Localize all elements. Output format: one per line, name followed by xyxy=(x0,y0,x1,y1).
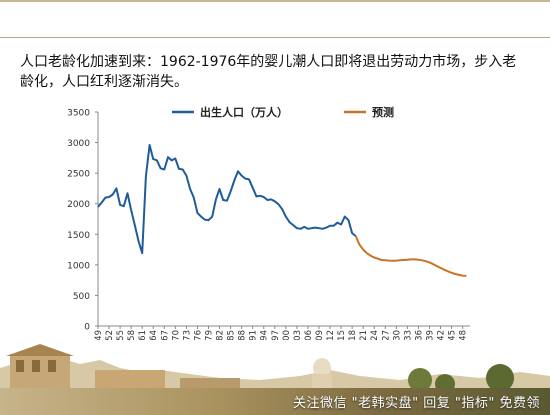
x-tick-label: 1961 xyxy=(138,330,148,340)
x-tick-label: 1952 xyxy=(105,330,115,340)
y-tick-label: 0 xyxy=(84,323,90,333)
x-tick-label: 1970 xyxy=(171,330,181,340)
x-tick-label: 2000 xyxy=(282,330,292,340)
header-divider xyxy=(0,37,550,38)
x-tick-label: 2003 xyxy=(293,330,303,340)
footer-caption: 关注微信 "老韩实盘" 回复 "指标" 免费领 xyxy=(293,396,540,411)
x-tick-label: 2033 xyxy=(403,330,413,340)
x-tick-label: 1955 xyxy=(116,330,126,340)
y-tick-label: 2000 xyxy=(67,200,90,210)
top-accent-bar xyxy=(0,0,550,2)
x-tick-label: 1994 xyxy=(260,330,270,340)
y-tick-label: 1500 xyxy=(67,231,90,241)
x-tick-label: 1985 xyxy=(227,330,237,340)
x-tick-label: 1982 xyxy=(216,330,226,340)
x-tick-label: 1976 xyxy=(193,330,203,340)
series-line-forecast xyxy=(354,235,467,277)
x-tick-label: 2006 xyxy=(304,330,314,340)
x-tick-label: 1967 xyxy=(160,330,170,340)
legend-label: 预测 xyxy=(372,105,394,119)
y-tick-label: 3000 xyxy=(67,139,90,149)
x-tick-label: 1964 xyxy=(149,330,159,340)
x-tick-label: 2042 xyxy=(437,330,447,340)
birth-population-chart: 0 500 1000 1500 2000 2500 3000 3500 194919521955… xyxy=(67,105,470,340)
footer-band xyxy=(0,388,550,415)
x-tick-label: 2024 xyxy=(370,330,380,340)
slide-headline: 人口老龄化加速到来：1962-1976年的婴儿潮人口即将退出劳动力市场，步入老龄… xyxy=(20,54,517,90)
x-tick-label: 2030 xyxy=(392,330,402,340)
x-tick-label: 1991 xyxy=(249,330,259,340)
y-tick-label: 2500 xyxy=(67,170,90,180)
series-line-births xyxy=(97,144,357,255)
x-tick-label: 2018 xyxy=(348,330,358,340)
x-tick-label: 1979 xyxy=(204,330,214,340)
y-tick-label: 500 xyxy=(73,292,90,302)
x-tick-label: 2015 xyxy=(337,330,347,340)
x-tick-label: 1973 xyxy=(182,330,192,340)
x-tick-label: 2045 xyxy=(448,330,458,340)
footer-banner: 关注微信 "老韩实盘" 回复 "指标" 免费领 xyxy=(0,340,550,415)
x-tick-label: 1949 xyxy=(94,330,104,340)
x-tick-label: 2027 xyxy=(381,330,391,340)
legend-label: 出生人口（万人） xyxy=(200,105,288,119)
x-tick-label: 1988 xyxy=(238,330,248,340)
x-tick-label: 2036 xyxy=(414,330,424,340)
x-tick-label: 2048 xyxy=(459,330,469,340)
x-tick-label: 1958 xyxy=(127,330,137,340)
x-tick-label: 2009 xyxy=(315,330,325,340)
y-tick-label: 3500 xyxy=(67,109,90,119)
x-tick-label: 2039 xyxy=(425,330,435,340)
x-tick-label: 1997 xyxy=(271,330,281,340)
x-tick-label: 2012 xyxy=(326,330,336,340)
x-tick-label: 2021 xyxy=(359,330,369,340)
y-tick-label: 1000 xyxy=(67,261,90,271)
